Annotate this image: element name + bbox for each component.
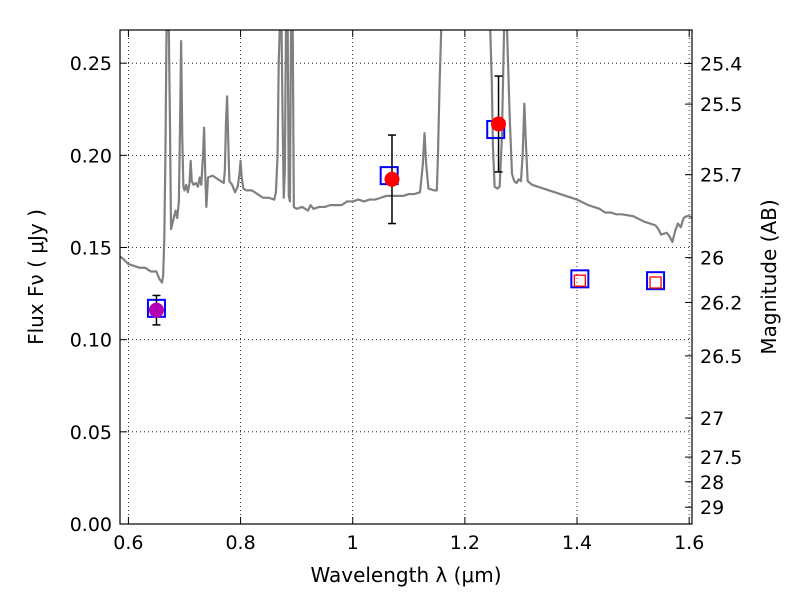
x-tick-label: 1 bbox=[347, 532, 359, 554]
mag-tick-label: 25.7 bbox=[700, 165, 742, 187]
sed-model-line bbox=[120, 30, 692, 284]
x-tick-label: 1.6 bbox=[674, 532, 704, 554]
mag-tick-label: 25.4 bbox=[700, 54, 742, 76]
observed-flux-point bbox=[491, 116, 507, 132]
model-photometry-square bbox=[570, 269, 590, 289]
x-tick-label: 1.4 bbox=[562, 532, 592, 554]
mag-tick-label: 26.2 bbox=[700, 292, 742, 314]
y-tick-label: 0.00 bbox=[70, 514, 112, 536]
y-tick-label: 0.15 bbox=[70, 238, 112, 260]
plot-frame bbox=[119, 29, 693, 525]
marker-layer bbox=[146, 75, 666, 326]
x-tick-label: 1.2 bbox=[450, 532, 480, 554]
model-photometry-square bbox=[646, 271, 666, 291]
y-tick-label: 0.20 bbox=[70, 145, 112, 167]
observed-flux-point bbox=[384, 171, 400, 187]
y-axis-label: Flux Fν ( μJy ) bbox=[24, 209, 48, 345]
y-tick-label: 0.25 bbox=[70, 53, 112, 75]
tick-marks bbox=[120, 30, 692, 525]
mag-tick-label: 26.5 bbox=[700, 346, 742, 368]
mag-tick-label: 27.5 bbox=[700, 447, 742, 469]
limit-square bbox=[649, 276, 662, 289]
y-tick-label: 0.10 bbox=[70, 330, 112, 352]
mag-tick-label: 27 bbox=[700, 408, 724, 430]
observed-flux-point bbox=[148, 302, 164, 318]
mag-tick-label: 29 bbox=[700, 497, 724, 519]
tick-labels: 0.6 0.8 1 1.2 1.4 1.6 0.00 0.05 0.10 0.15 0.20 0.25… bbox=[70, 53, 743, 554]
mag-tick-label: 28 bbox=[700, 472, 724, 494]
grid-lines bbox=[120, 30, 692, 525]
y-axis-right-label: Magnitude (AB) bbox=[757, 199, 781, 354]
x-tick-label: 0.6 bbox=[113, 532, 143, 554]
x-axis-label: Wavelength λ (μm) bbox=[310, 563, 501, 587]
series-layer bbox=[120, 30, 692, 284]
y-tick-label: 0.05 bbox=[70, 422, 112, 444]
mag-tick-label: 26 bbox=[700, 248, 724, 270]
x-tick-label: 0.8 bbox=[225, 532, 255, 554]
limit-square bbox=[573, 274, 586, 287]
mag-tick-label: 25.5 bbox=[700, 94, 742, 116]
